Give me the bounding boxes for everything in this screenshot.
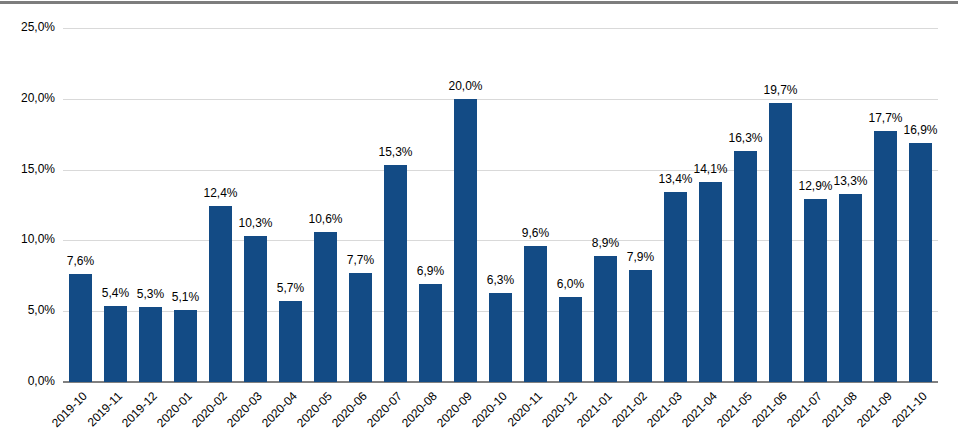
- x-axis-label: 2021-01: [574, 389, 615, 430]
- bar-2021-05: [734, 151, 757, 382]
- x-axis-label: 2020-02: [189, 389, 230, 430]
- bar-value-label: 12,4%: [203, 186, 237, 200]
- bar-2019-10: [69, 274, 92, 382]
- y-axis-tick-label: 25,0%: [0, 20, 55, 35]
- bar-value-label: 17,7%: [868, 111, 902, 125]
- x-axis-label: 2020-11: [505, 389, 545, 429]
- x-axis-label: 2021-07: [784, 389, 825, 430]
- y-gridline: [63, 99, 938, 100]
- bar-2019-11: [104, 306, 127, 382]
- bar-value-label: 14,1%: [693, 162, 727, 176]
- bar-2021-02: [629, 270, 652, 382]
- bar-value-label: 7,9%: [627, 250, 654, 264]
- x-axis-label: 2021-05: [714, 389, 755, 430]
- y-gridline: [63, 28, 938, 29]
- bar-2020-01: [174, 310, 197, 382]
- bar-2021-04: [699, 182, 722, 382]
- bar-2020-08: [419, 284, 442, 382]
- bar-2021-09: [874, 131, 897, 382]
- bar-2021-06: [769, 103, 792, 382]
- x-axis-label: 2020-01: [154, 389, 195, 430]
- x-axis-label: 2021-04: [679, 389, 720, 430]
- bar-2021-08: [839, 194, 862, 382]
- x-axis-label: 2021-09: [854, 389, 895, 430]
- bar-value-label: 5,4%: [102, 286, 129, 300]
- bar-2020-10: [489, 293, 512, 382]
- x-axis-label: 2021-03: [644, 389, 685, 430]
- bar-2020-05: [314, 232, 337, 382]
- bar-value-label: 5,7%: [277, 281, 304, 295]
- x-axis-label: 2021-10: [889, 389, 930, 430]
- bar-value-label: 16,3%: [728, 131, 762, 145]
- x-axis-label: 2020-04: [259, 389, 300, 430]
- x-axis-label: 2020-05: [294, 389, 335, 430]
- bar-value-label: 6,9%: [417, 264, 444, 278]
- y-axis-tick-label: 10,0%: [0, 232, 55, 247]
- y-axis-tick-label: 15,0%: [0, 162, 55, 177]
- top-divider-line: [0, 1, 958, 4]
- x-axis-label: 2020-09: [434, 389, 475, 430]
- bar-value-label: 9,6%: [522, 226, 549, 240]
- bar-value-label: 13,4%: [658, 172, 692, 186]
- bar-2019-12: [139, 307, 162, 382]
- bar-2021-07: [804, 199, 827, 382]
- x-axis-label: 2019-10: [49, 389, 90, 430]
- bar-2020-04: [279, 301, 302, 382]
- y-gridline: [63, 170, 938, 171]
- bar-value-label: 6,0%: [557, 277, 584, 291]
- x-axis-label: 2020-03: [224, 389, 265, 430]
- x-axis-label: 2020-06: [329, 389, 370, 430]
- bar-2021-03: [664, 192, 687, 382]
- bar-2020-11: [524, 246, 547, 382]
- bar-value-label: 10,6%: [308, 212, 342, 226]
- bar-value-label: 6,3%: [487, 273, 514, 287]
- bar-value-label: 16,9%: [903, 123, 937, 137]
- x-axis-label: 2020-08: [399, 389, 440, 430]
- chart-canvas: 0,0% 5,0% 10,0% 15,0% 20,0% 25,0% 7,6% 2019-10 5…: [0, 0, 958, 441]
- x-axis-label: 2019-12: [119, 389, 160, 430]
- bar-value-label: 20,0%: [448, 79, 482, 93]
- bar-2020-03: [244, 236, 267, 382]
- x-axis-label: 2020-07: [364, 389, 405, 430]
- bar-value-label: 7,7%: [347, 253, 374, 267]
- bar-value-label: 19,7%: [763, 83, 797, 97]
- x-axis-label: 2020-10: [469, 389, 510, 430]
- bar-value-label: 10,3%: [238, 216, 272, 230]
- x-axis-label: 2020-12: [539, 389, 580, 430]
- bar-value-label: 5,3%: [137, 287, 164, 301]
- bar-value-label: 8,9%: [592, 236, 619, 250]
- x-axis-label: 2021-02: [609, 389, 650, 430]
- y-axis-tick-label: 20,0%: [0, 91, 55, 106]
- plot-area: 0,0%5,0%10,0%15,0%20,0%25,0%7,6%2019-105…: [63, 28, 938, 382]
- x-axis-label: 2019-11: [85, 389, 125, 429]
- bar-2020-07: [384, 165, 407, 382]
- bar-value-label: 5,1%: [172, 290, 199, 304]
- bar-value-label: 12,9%: [798, 179, 832, 193]
- bar-2021-01: [594, 256, 617, 382]
- bar-2020-06: [349, 273, 372, 382]
- x-axis-label: 2021-08: [819, 389, 860, 430]
- x-axis-label: 2021-06: [749, 389, 790, 430]
- bar-2020-09: [454, 99, 477, 382]
- bar-2020-12: [559, 297, 582, 382]
- y-axis-tick-label: 0,0%: [0, 374, 55, 389]
- bar-value-label: 13,3%: [833, 174, 867, 188]
- bar-value-label: 15,3%: [378, 145, 412, 159]
- bar-2020-02: [209, 206, 232, 382]
- bar-value-label: 7,6%: [67, 254, 94, 268]
- bar-2021-10: [909, 143, 932, 382]
- y-axis-tick-label: 5,0%: [0, 303, 55, 318]
